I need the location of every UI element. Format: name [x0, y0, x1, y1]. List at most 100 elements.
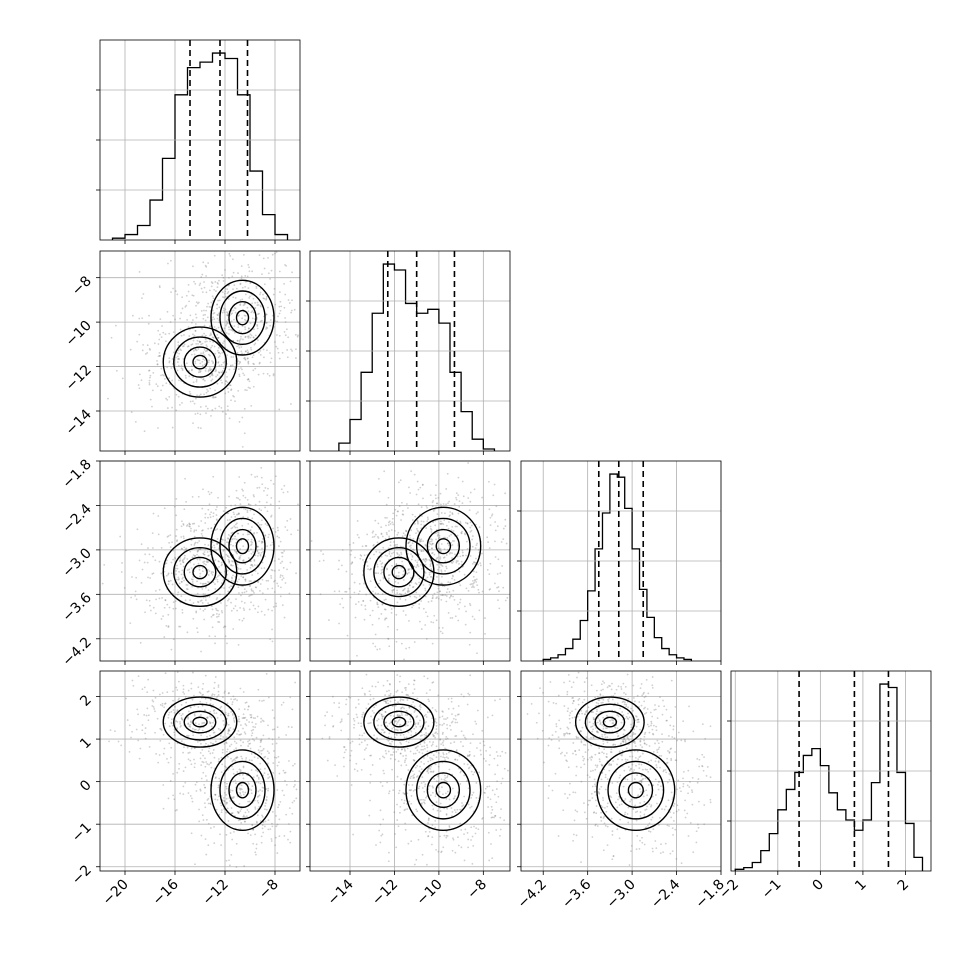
scatter-point: [237, 497, 240, 500]
scatter-point: [257, 555, 259, 557]
density-contour: [383, 556, 415, 588]
scatter-point: [238, 558, 241, 560]
scatter-point: [276, 789, 279, 791]
scatter-point: [239, 338, 242, 340]
scatter-point: [355, 762, 358, 765]
scatter-point: [637, 718, 640, 721]
scatter-point: [225, 793, 227, 796]
scatter-point: [424, 543, 427, 546]
scatter-point: [212, 475, 215, 478]
scatter-point: [379, 560, 382, 563]
scatter-point: [194, 329, 197, 332]
scatter-point: [445, 600, 448, 603]
scatter-point: [504, 518, 507, 521]
scatter-point: [367, 722, 370, 725]
scatter-point: [248, 743, 250, 745]
scatter-point: [251, 310, 254, 313]
scatter-point: [567, 707, 570, 710]
scatter-point: [433, 553, 436, 556]
scatter-point: [192, 422, 194, 425]
scatter-point: [232, 511, 235, 514]
density-contour: [235, 781, 250, 799]
density-contour: [192, 716, 208, 728]
scatter-point: [235, 489, 238, 492]
scatter-point: [429, 559, 432, 562]
scatter-point: [458, 562, 460, 565]
scatter-point: [407, 541, 410, 544]
scatter-point: [257, 581, 260, 583]
scatter-point: [237, 586, 240, 589]
scatter-point: [210, 491, 213, 494]
scatter-point: [380, 526, 383, 529]
scatter-point: [160, 367, 163, 370]
scatter-point: [207, 750, 210, 753]
scatter-point: [160, 389, 162, 392]
scatter-point: [226, 554, 229, 557]
scatter-point: [199, 608, 202, 610]
scatter-point: [196, 580, 198, 583]
scatter-point: [429, 770, 432, 773]
scatter-point: [382, 769, 385, 772]
scatter-point: [171, 358, 174, 360]
scatter-point: [211, 694, 213, 697]
scatter-point: [190, 578, 193, 581]
scatter-point: [273, 756, 276, 759]
scatter-point: [391, 753, 394, 756]
scatter-point: [190, 567, 193, 569]
scatter-point: [232, 772, 235, 775]
scatter-point: [231, 789, 234, 792]
scatter-point: [168, 742, 171, 745]
scatter-point: [355, 706, 357, 709]
scatter-point: [179, 559, 182, 562]
scatter-point: [214, 583, 216, 585]
scatter-point: [371, 609, 374, 612]
scatter-point: [194, 348, 197, 351]
scatter-point: [231, 560, 234, 563]
scatter-point: [204, 674, 207, 677]
scatter-point: [382, 576, 385, 579]
scatter-point: [205, 367, 207, 370]
scatter-point: [407, 769, 410, 771]
scatter-point: [186, 318, 189, 321]
scatter-point: [157, 761, 160, 764]
scatter-point: [160, 728, 162, 730]
scatter-point: [343, 746, 346, 748]
scatter-point: [148, 381, 151, 384]
scatter-point: [225, 766, 228, 769]
scatter-point: [384, 608, 387, 611]
scatter-point: [167, 713, 170, 716]
scatter-point: [148, 369, 150, 372]
scatter-point: [257, 605, 260, 608]
scatter-point: [282, 491, 285, 494]
scatter-point: [248, 739, 251, 742]
scatter-point: [146, 707, 149, 710]
scatter-point: [396, 567, 399, 569]
density-contour: [235, 538, 250, 555]
scatter-point: [384, 750, 387, 752]
scatter-point: [639, 755, 642, 758]
scatter-point: [356, 534, 359, 536]
scatter-point: [420, 540, 423, 543]
scatter-point: [650, 724, 652, 727]
scatter-point: [284, 779, 286, 782]
scatter-point: [255, 736, 258, 739]
scatter-point: [437, 587, 440, 590]
scatter-point: [214, 635, 217, 638]
scatter-point: [215, 514, 218, 516]
scatter-point: [247, 538, 250, 541]
scatter-point: [487, 806, 490, 808]
scatter-point: [260, 466, 263, 469]
scatter-point: [281, 574, 284, 577]
scatter-point: [429, 540, 431, 543]
scatter-point: [213, 731, 216, 734]
scatter-point: [389, 541, 392, 544]
scatter-point: [397, 571, 400, 574]
scatter-point: [611, 730, 614, 733]
scatter-point: [284, 582, 287, 584]
scatter-point: [441, 733, 444, 735]
scatter-point: [234, 515, 237, 518]
scatter-point: [415, 591, 418, 594]
scatter-point: [397, 510, 399, 513]
scatter-point: [558, 747, 561, 750]
scatter-point: [256, 487, 259, 489]
